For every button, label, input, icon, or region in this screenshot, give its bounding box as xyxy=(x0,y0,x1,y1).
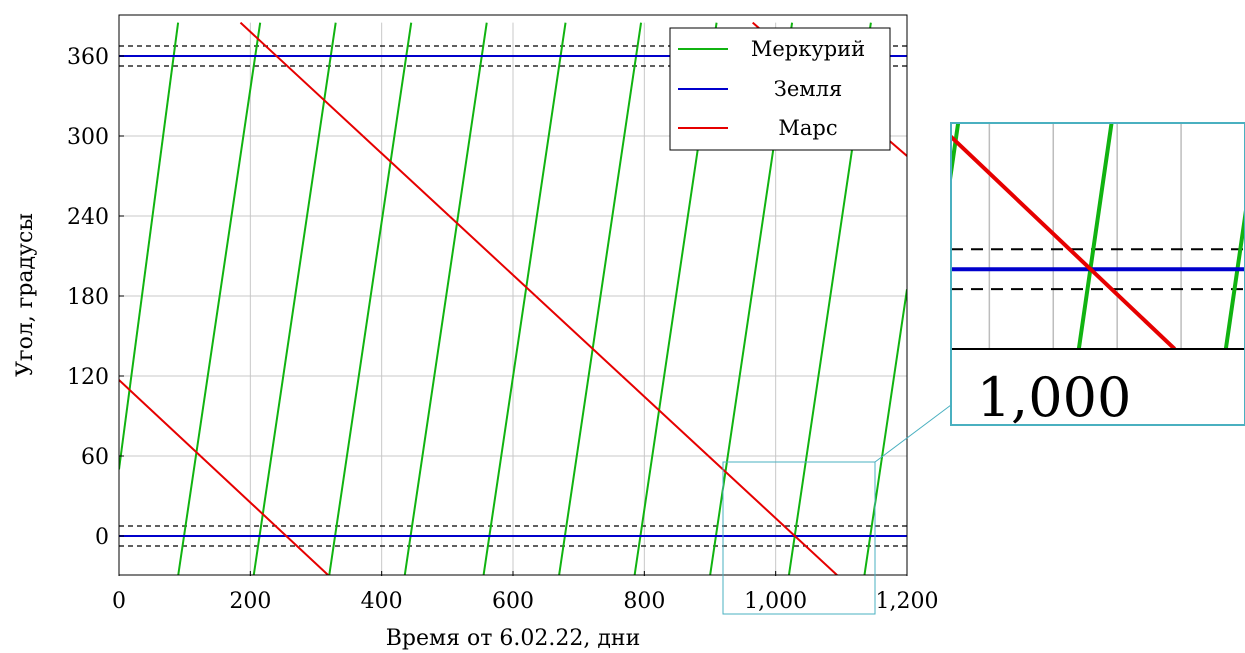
series-line-mercury xyxy=(482,22,567,575)
zoom-source-box xyxy=(722,461,876,615)
inset-plot: 1,000 xyxy=(37,0,1245,429)
x-tick-label: 400 xyxy=(361,589,403,614)
legend-label-earth: Земля xyxy=(774,77,842,101)
y-tick-label: 0 xyxy=(95,525,109,550)
series-line-mercury xyxy=(252,22,337,575)
inset-series-line-mercury xyxy=(1076,123,1114,350)
inset-reference-lines xyxy=(951,248,1245,291)
series-line-mercury xyxy=(328,22,413,575)
inset-series-line-mercury xyxy=(184,0,344,349)
x-tick-label: 1,200 xyxy=(876,589,939,614)
y-tick-label: 180 xyxy=(67,285,109,310)
y-tick-label: 240 xyxy=(67,205,109,230)
legend: Меркурий Земля Марс xyxy=(669,27,891,151)
series-line-mercury xyxy=(558,22,643,575)
inset-series-line-mars xyxy=(951,134,1177,350)
inset-frame xyxy=(950,122,1245,426)
series-line-mars xyxy=(239,21,839,575)
y-tick-label: 120 xyxy=(67,365,109,390)
series-line-mercury xyxy=(403,22,488,575)
ticks: 0 200 400 600 800 1,000 1,200 0 60 120 180 240 300 36… xyxy=(67,45,938,614)
inset-series-line-mercury xyxy=(37,0,197,349)
inset-tick-label: 1,000 xyxy=(977,366,1132,429)
x-tick-label: 0 xyxy=(112,589,126,614)
x-tick-label: 800 xyxy=(623,589,665,614)
zoom-connector xyxy=(874,404,952,463)
y-tick-label: 360 xyxy=(67,45,109,70)
y-axis-label: Угол, градусы xyxy=(13,213,38,377)
inset-series-line-mercury xyxy=(951,123,961,187)
x-tick-label: 200 xyxy=(229,589,271,614)
x-tick-label: 600 xyxy=(492,589,534,614)
series-line-mercury xyxy=(119,22,180,470)
y-tick-label: 300 xyxy=(67,125,109,150)
zoom-indicator xyxy=(722,404,952,615)
legend-label-mercury: Меркурий xyxy=(751,37,865,61)
inset-series-line-mercury xyxy=(331,0,491,349)
inset-series-line-mercury xyxy=(1223,203,1245,350)
y-tick-label: 60 xyxy=(81,445,109,470)
series-line-mercury xyxy=(177,22,262,575)
inset-series-line-mercury xyxy=(484,0,644,349)
series-line-mercury xyxy=(863,289,907,575)
inset-series-group xyxy=(37,0,1245,350)
legend-label-mars: Марс xyxy=(778,116,837,140)
series-line-mars xyxy=(119,379,330,575)
x-tick-label: 1,000 xyxy=(744,589,807,614)
x-axis-label: Время от 6.02.22, дни xyxy=(386,626,641,651)
